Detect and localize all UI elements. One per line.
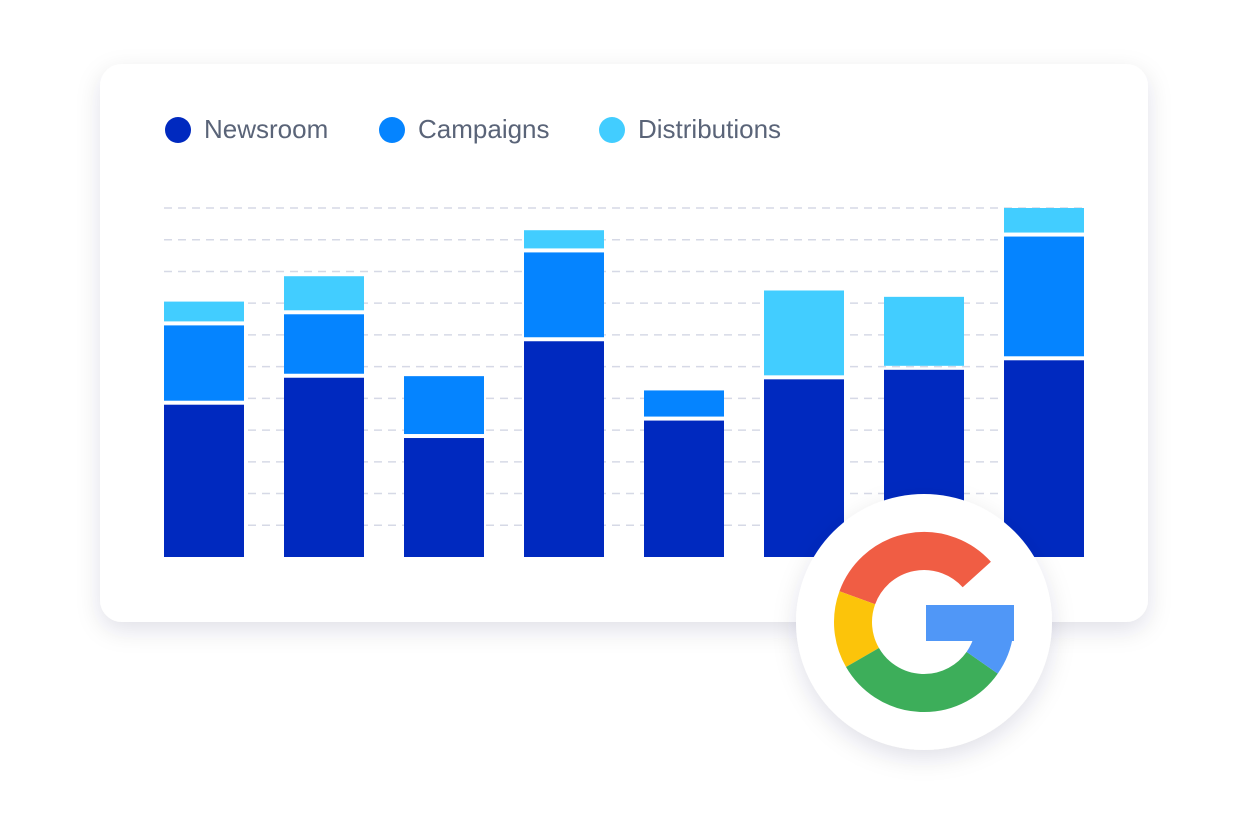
- bar-segment: [524, 341, 604, 557]
- bar-segment: [644, 420, 724, 557]
- bar-segment: [884, 296, 964, 366]
- logo-red: [839, 532, 991, 605]
- bar-segment: [404, 438, 484, 557]
- bar-segment: [1004, 208, 1084, 233]
- bar-segment: [164, 301, 244, 322]
- bar-segment: [284, 276, 364, 311]
- bar-segment: [1004, 360, 1084, 557]
- legend-label: Newsroom: [204, 114, 328, 144]
- legend-marker: [165, 117, 191, 143]
- legend-marker: [379, 117, 405, 143]
- bar-segment: [644, 390, 724, 417]
- legend-label: Distributions: [638, 114, 781, 144]
- bar-segment: [524, 252, 604, 338]
- bar-segment: [524, 230, 604, 249]
- bar-segment: [164, 404, 244, 557]
- logo-blue-bar: [926, 605, 1014, 641]
- bar-segment: [764, 379, 844, 557]
- google-badge: [796, 494, 1052, 750]
- logo-green: [846, 647, 998, 713]
- logo-yellow: [834, 591, 880, 667]
- bar-segment: [1004, 236, 1084, 357]
- bar-segment: [284, 314, 364, 374]
- bar-segment: [404, 376, 484, 435]
- bar-segment: [764, 290, 844, 376]
- legend-label: Campaigns: [418, 114, 550, 144]
- bar-segment: [284, 377, 364, 557]
- badge-circle: [796, 494, 1052, 750]
- bar-segment: [164, 325, 244, 401]
- legend-marker: [599, 117, 625, 143]
